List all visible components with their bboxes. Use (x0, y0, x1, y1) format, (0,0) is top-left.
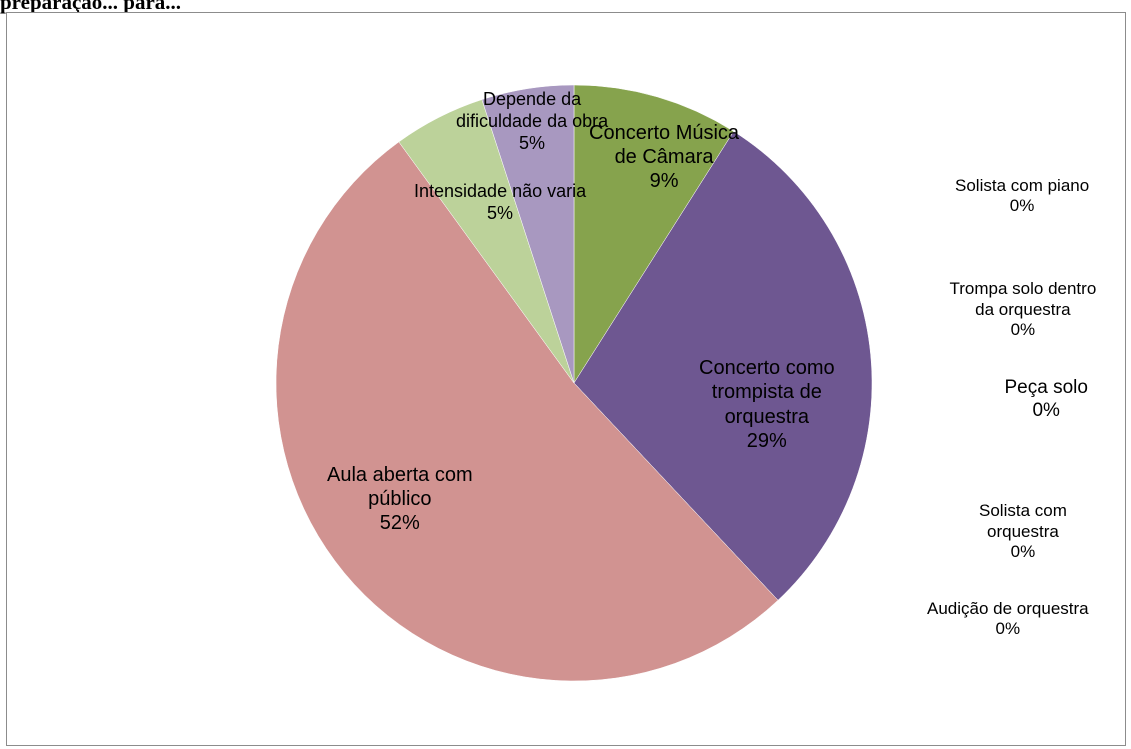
zero-entry-percent: 0% (995, 619, 1021, 639)
slice-label-line: Concerto como (699, 357, 835, 379)
slice-label-1: Concerto Música de Câmara 9% (589, 121, 739, 194)
pie-slice-5 (481, 84, 575, 384)
slice-label-line: dificuldade da obra (456, 110, 609, 131)
pie-slice-1 (573, 84, 735, 384)
slice-percent: 5% (487, 202, 514, 223)
zero-entry-line: Audição de orquestra (927, 598, 1089, 618)
zero-entry-label-4: Solista com orquestra 0% (979, 501, 1067, 563)
zero-entry-line: Solista com piano (955, 175, 1090, 195)
slice-percent: 9% (649, 170, 679, 193)
chart-frame: Concerto Música de Câmara 9% Concerto como t… (6, 12, 1126, 746)
zero-entry-line: Solista com (979, 501, 1067, 520)
slice-label-line: público (368, 487, 432, 510)
zero-entry-percent: 0% (1009, 196, 1035, 216)
slice-label-line: Depende da (483, 89, 582, 109)
slice-percent: 5% (519, 132, 546, 153)
slice-percent: 52% (379, 512, 420, 535)
zero-entry-line: Peça solo (1004, 377, 1088, 398)
slice-label-line: de Câmara (614, 145, 714, 168)
slice-label-line: Concerto Música (589, 121, 740, 144)
slice-label-line: trompista de (711, 381, 822, 404)
slice-label-line: Intensidade não varia (414, 181, 587, 201)
zero-entry-percent: 0% (1010, 320, 1036, 340)
slice-label-3: Aula aberta com público 52% (327, 463, 473, 536)
slice-label-2: Concerto como trompista de orquestra 29% (699, 356, 835, 454)
zero-entry-line: orquestra (987, 521, 1059, 541)
slice-label-line: orquestra (724, 405, 810, 428)
slice-percent: 29% (746, 430, 787, 453)
pie-chart (275, 84, 873, 682)
zero-entry-label-5: Audição de orquestra 0% (927, 599, 1089, 640)
page-header-text: preparação... para... (0, 0, 182, 14)
zero-entry-percent: 0% (1010, 542, 1036, 562)
zero-entry-label-1: Solista com piano 0% (955, 176, 1089, 217)
slice-label-5: Depende da dificuldade da obra 5% (456, 89, 608, 155)
slice-label-4: Intensidade não varia 5% (414, 181, 586, 225)
zero-entry-line: Trompa solo dentro (949, 279, 1097, 298)
pie-slice-2 (573, 131, 873, 601)
header-strip: preparação... para... (0, 0, 1131, 14)
slice-label-line: Aula aberta com (327, 463, 473, 486)
zero-entry-label-2: Trompa solo dentro da orquestra 0% (950, 279, 1097, 341)
pie-slice-3 (275, 141, 779, 682)
zero-entry-label-3: Peça solo 0% (1005, 376, 1088, 422)
zero-entry-line: da orquestra (975, 299, 1071, 319)
zero-entry-percent: 0% (1032, 400, 1060, 422)
